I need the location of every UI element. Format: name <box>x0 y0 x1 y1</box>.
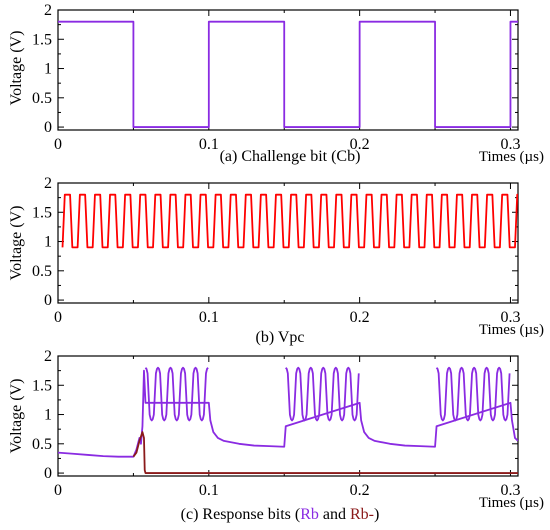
series-line-rb <box>435 366 511 422</box>
caption-part-rb: Rb <box>300 506 319 523</box>
chart-panel-vpc: Voltage (V) 0 0.5 1 1.5 2 0 0.1 0.2 0.3 Times (µ… <box>8 175 544 346</box>
plot-frame <box>57 9 519 131</box>
x-axis-label: Times (µs) <box>479 495 544 511</box>
x-tick-label: 0.2 <box>350 309 370 326</box>
x-tick-label: 0 <box>54 136 62 153</box>
x-axis-label: Times (µs) <box>479 149 544 165</box>
y-axis-label: Voltage (V) <box>8 379 25 454</box>
y-axis-label: Voltage (V) <box>8 206 25 281</box>
chart-panel-challenge-bit: Voltage (V) 0 0.5 1 1.5 2 0 0.1 0.2 0.3 Times (µ… <box>8 2 544 165</box>
y-tick-label: 1.5 <box>32 204 52 221</box>
y-tick-label: 2 <box>44 175 52 192</box>
x-tick-label: 0.1 <box>199 136 219 153</box>
chart-panel-response-bits: Voltage (V) 0 0.5 1 1.5 2 0 0.1 0.2 0.3 Times (µ… <box>8 348 544 523</box>
x-tick-label: 0 <box>54 309 62 326</box>
caption-part: and <box>319 506 350 523</box>
x-tick-label: 0.1 <box>199 309 219 326</box>
y-tick-label: 2 <box>44 2 52 19</box>
plot-frame <box>57 182 519 304</box>
caption-part: ) <box>374 506 379 523</box>
x-tick-label: 0.1 <box>199 482 219 499</box>
x-tick-label: 0.3 <box>500 482 520 499</box>
panel-caption: (a) Challenge bit (Cb) <box>220 148 361 165</box>
panel-caption: (b) Vpc <box>255 329 304 346</box>
y-tick-label: 0 <box>44 119 52 136</box>
y-tick-label: 0.5 <box>32 90 52 107</box>
y-tick-label: 1 <box>44 407 52 424</box>
x-tick-label: 0.2 <box>350 136 370 153</box>
y-tick-label: 0.5 <box>32 436 52 453</box>
caption-part-rb-minus: Rb- <box>350 506 374 523</box>
x-tick-label: 0.3 <box>500 136 520 153</box>
series-line-rb <box>144 366 209 422</box>
series-line <box>58 20 518 128</box>
y-tick-label: 1.5 <box>32 31 52 48</box>
y-tick-label: 2 <box>44 348 52 365</box>
x-tick-label: 0.2 <box>350 482 370 499</box>
y-tick-label: 1 <box>44 61 52 78</box>
y-tick-label: 1.5 <box>32 377 52 394</box>
y-tick-label: 0.5 <box>32 263 52 280</box>
y-tick-label: 0 <box>44 465 52 482</box>
series-line-rb <box>58 369 518 458</box>
series-line-rb <box>285 366 360 422</box>
x-tick-label: 0 <box>54 482 62 499</box>
panel-caption: (c) Response bits (Rb and Rb-) <box>181 506 380 523</box>
x-axis-label: Times (µs) <box>479 322 544 338</box>
series-line <box>61 193 518 249</box>
plot-frame <box>57 355 519 477</box>
x-tick-label: 0.3 <box>500 309 520 326</box>
caption-part: (c) Response bits ( <box>181 506 301 523</box>
y-axis-label: Voltage (V) <box>8 31 25 106</box>
series-line-rb- <box>132 431 518 474</box>
y-tick-label: 1 <box>44 234 52 251</box>
y-tick-label: 0 <box>44 292 52 309</box>
